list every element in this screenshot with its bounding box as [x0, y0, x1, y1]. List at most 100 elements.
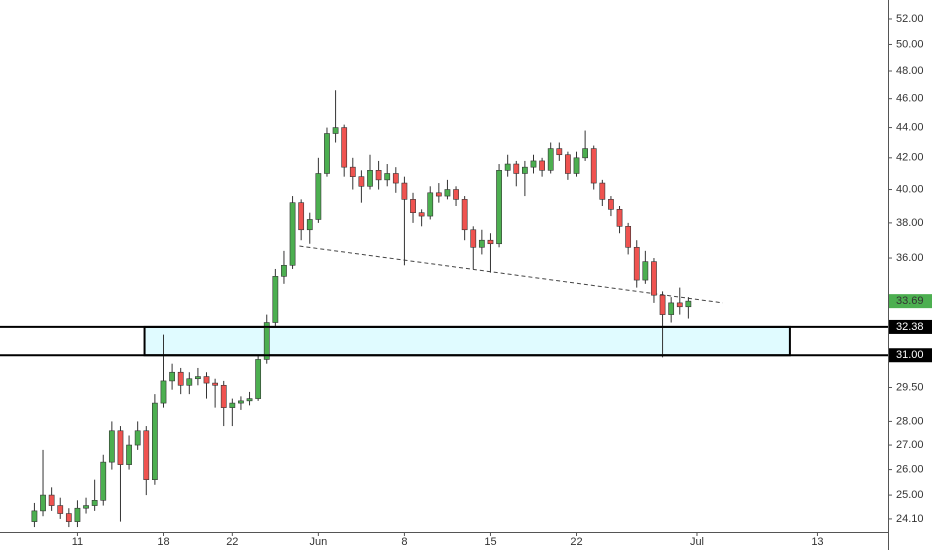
candle-body: [608, 199, 614, 210]
y-tick-label: 28.00: [896, 415, 924, 427]
candle-body: [169, 371, 175, 382]
candle-body: [238, 400, 244, 404]
candle-body: [565, 154, 571, 174]
candle-body: [401, 182, 408, 200]
candle-body: [57, 505, 64, 514]
x-tick-label: 18: [157, 536, 169, 548]
candle-body: [31, 510, 38, 522]
candle-body: [332, 127, 339, 134]
candle-body: [186, 378, 193, 386]
candle-body: [418, 212, 425, 217]
candle-body: [341, 127, 348, 168]
candle-body: [547, 148, 554, 171]
candle-body: [48, 494, 55, 506]
y-tick-label: 29.50: [896, 381, 924, 393]
candle-body: [410, 199, 416, 213]
candle-body: [40, 494, 46, 512]
candle-body: [126, 444, 132, 465]
y-tick-label: 27.00: [896, 439, 924, 451]
y-tick-label: 26.00: [896, 463, 924, 475]
y-tick-label: 52.00: [896, 13, 924, 25]
candle-body: [272, 276, 279, 323]
price-label: 32.38: [896, 321, 924, 333]
candle-body: [487, 239, 494, 245]
candle-body: [496, 170, 502, 245]
y-tick-label: 36.00: [896, 252, 924, 264]
y-tick-label: 50.00: [896, 38, 924, 50]
candle-body: [195, 376, 201, 380]
candle-body: [143, 430, 150, 480]
candle-body: [539, 160, 545, 171]
candle-body: [100, 461, 107, 501]
candle-body: [435, 192, 442, 197]
candle-body: [461, 199, 468, 231]
candle-body: [229, 402, 236, 408]
x-tick-label: 8: [401, 536, 407, 548]
candle-body: [220, 384, 227, 408]
y-tick-label: 42.00: [896, 152, 924, 164]
candle-body: [203, 376, 210, 384]
candle-body: [306, 219, 313, 231]
candle-body: [392, 173, 399, 184]
candle-body: [453, 189, 459, 200]
x-tick-label: 11: [72, 536, 83, 548]
candle-body: [427, 192, 434, 217]
candle-body: [685, 300, 692, 308]
candle-body: [599, 182, 606, 200]
y-tick-label: 46.00: [896, 93, 924, 105]
candle-body: [315, 173, 322, 220]
x-tick-label: 22: [570, 536, 582, 548]
candle-body: [573, 157, 580, 174]
y-tick-label: 25.00: [896, 489, 924, 501]
price-label-box: [889, 319, 932, 334]
candle-body: [349, 166, 356, 177]
candle-body: [281, 264, 287, 277]
y-tick-label: 40.00: [896, 183, 924, 195]
candle-body: [263, 322, 270, 360]
candle-body: [470, 229, 477, 248]
candle-body: [177, 371, 184, 386]
candle-body: [384, 173, 391, 181]
candle-body: [375, 170, 382, 181]
candle-body: [108, 430, 115, 463]
zone: [143, 325, 791, 357]
x-tick-label: 13: [811, 536, 823, 548]
candle-body: [289, 202, 296, 266]
candle-body: [659, 294, 666, 315]
candle-body: [522, 166, 528, 174]
candle-body: [556, 148, 563, 156]
candle-body: [651, 261, 657, 296]
candle-body: [160, 380, 167, 404]
last-price-box: [889, 294, 932, 309]
candle-body: [91, 500, 98, 506]
candle-body: [134, 430, 141, 446]
candle-body: [513, 163, 520, 174]
trendline: [299, 245, 723, 304]
y-tick-label: 38.00: [896, 217, 924, 229]
y-tick-label: 24.10: [896, 513, 924, 525]
candle-body: [246, 398, 253, 402]
candle-body: [444, 189, 451, 197]
candle-body: [633, 246, 640, 281]
candle-body: [358, 176, 365, 187]
candle-body: [324, 133, 330, 174]
candle-body: [298, 202, 305, 231]
x-tick-label: Jul: [690, 536, 704, 548]
candle-body: [625, 226, 632, 248]
y-tick-label: 44.00: [896, 121, 924, 133]
last-price-label: 33.69: [896, 295, 924, 307]
x-tick-label: Jun: [309, 536, 327, 548]
candle-body: [582, 148, 588, 159]
candle-body: [65, 513, 72, 522]
candle-body: [676, 302, 683, 308]
candle-body: [367, 170, 373, 187]
candle-body: [83, 505, 89, 509]
candle-body: [668, 302, 675, 315]
y-tick-label: 48.00: [896, 65, 924, 77]
candle-body: [616, 209, 623, 227]
candle-body: [530, 160, 537, 168]
candle-body: [478, 239, 485, 248]
candle-body: [212, 382, 218, 386]
x-tick-label: 22: [226, 536, 238, 548]
